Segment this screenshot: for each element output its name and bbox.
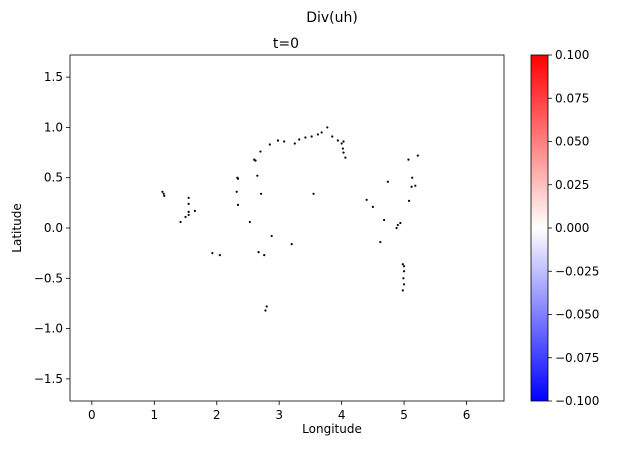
data-point xyxy=(256,174,259,177)
data-point xyxy=(162,192,165,195)
data-point xyxy=(310,135,313,138)
data-point xyxy=(410,185,413,188)
data-point xyxy=(304,136,307,139)
data-point xyxy=(365,198,368,201)
data-point xyxy=(163,194,166,197)
data-point xyxy=(341,147,344,150)
data-point xyxy=(402,277,405,280)
y-tick-label: 0.5 xyxy=(44,171,63,185)
data-point xyxy=(386,180,389,183)
data-point xyxy=(344,156,347,159)
data-point xyxy=(320,131,323,134)
data-point xyxy=(293,142,296,145)
data-point xyxy=(276,139,280,142)
data-point xyxy=(383,218,386,222)
data-point xyxy=(414,184,417,187)
data-point xyxy=(371,205,374,208)
x-tick-label: 3 xyxy=(275,408,283,422)
data-point xyxy=(283,140,286,143)
data-point xyxy=(187,196,190,199)
colorbar-tick-label: 0.025 xyxy=(555,178,589,192)
data-point xyxy=(211,252,214,255)
data-point xyxy=(416,154,419,157)
data-point xyxy=(184,215,187,219)
data-point xyxy=(187,213,190,217)
data-point xyxy=(396,223,399,227)
data-point xyxy=(407,199,411,202)
y-tick-label: −0.5 xyxy=(34,271,63,285)
data-point xyxy=(336,139,339,142)
x-axis-label: Longitude xyxy=(302,422,362,436)
data-point xyxy=(402,270,406,273)
data-point xyxy=(259,150,262,153)
data-point xyxy=(402,265,406,268)
colorbar-tick-label: 0.100 xyxy=(555,48,589,62)
data-point xyxy=(193,209,196,213)
data-point xyxy=(379,240,382,244)
data-point xyxy=(179,220,182,224)
data-point xyxy=(265,305,268,308)
x-tick-label: 6 xyxy=(463,408,471,422)
data-point xyxy=(218,254,221,257)
data-point xyxy=(263,254,266,257)
colorbar-tick-label: −0.100 xyxy=(555,394,599,408)
data-point xyxy=(340,142,343,145)
colorbar-tick-label: −0.050 xyxy=(555,308,599,322)
data-point xyxy=(342,140,345,143)
colorbar-tick-label: −0.025 xyxy=(555,264,599,278)
plot-area xyxy=(161,126,419,312)
data-point xyxy=(290,242,293,246)
data-point xyxy=(248,220,251,224)
data-point xyxy=(270,234,273,238)
chart-title: t=0 xyxy=(273,36,299,52)
data-point xyxy=(316,133,320,136)
data-point xyxy=(312,192,315,195)
data-point xyxy=(407,158,410,161)
colorbar-tick-label: 0.050 xyxy=(555,135,589,149)
data-point xyxy=(236,177,240,180)
x-tick-label: 4 xyxy=(338,408,346,422)
data-point xyxy=(399,221,402,225)
data-point xyxy=(187,210,190,214)
y-tick-label: 1.0 xyxy=(44,120,63,134)
colorbar-tick-label: 0.075 xyxy=(555,91,589,105)
data-point xyxy=(401,263,404,266)
data-point xyxy=(187,202,190,205)
colorbar-tick-label: 0.000 xyxy=(555,221,589,235)
data-point xyxy=(268,143,271,146)
data-point xyxy=(326,126,329,129)
y-tick-label: 1.5 xyxy=(44,70,63,84)
y-tick-label: −1.5 xyxy=(34,372,63,386)
colorbar-tick-label: −0.075 xyxy=(555,351,599,365)
data-point xyxy=(259,192,263,195)
colorbar-gradient xyxy=(530,54,549,402)
chart-suptitle: Div(uh) xyxy=(306,10,358,26)
x-tick-label: 0 xyxy=(88,408,96,422)
data-point xyxy=(401,289,404,292)
data-point xyxy=(161,190,164,193)
data-point xyxy=(402,283,406,286)
data-point xyxy=(254,159,257,162)
data-point xyxy=(331,135,334,138)
x-tick-label: 2 xyxy=(213,408,221,422)
data-point xyxy=(235,190,238,193)
data-point xyxy=(298,138,301,141)
y-tick-label: −1.0 xyxy=(34,322,63,336)
plot-frame xyxy=(69,54,505,402)
y-tick-label: 0.0 xyxy=(44,221,63,235)
data-point xyxy=(236,203,240,206)
x-tick-label: 5 xyxy=(400,408,408,422)
y-axis-label: Latitude xyxy=(10,203,24,252)
x-tick-label: 1 xyxy=(150,408,158,422)
data-point xyxy=(264,309,267,312)
data-point xyxy=(257,251,260,254)
data-point xyxy=(411,176,414,179)
colorbar: −0.100 −0.075 −0.050 −0.025 0.000 0.025 0.050 0… xyxy=(530,48,599,408)
data-point xyxy=(342,151,345,154)
data-point xyxy=(395,226,398,230)
